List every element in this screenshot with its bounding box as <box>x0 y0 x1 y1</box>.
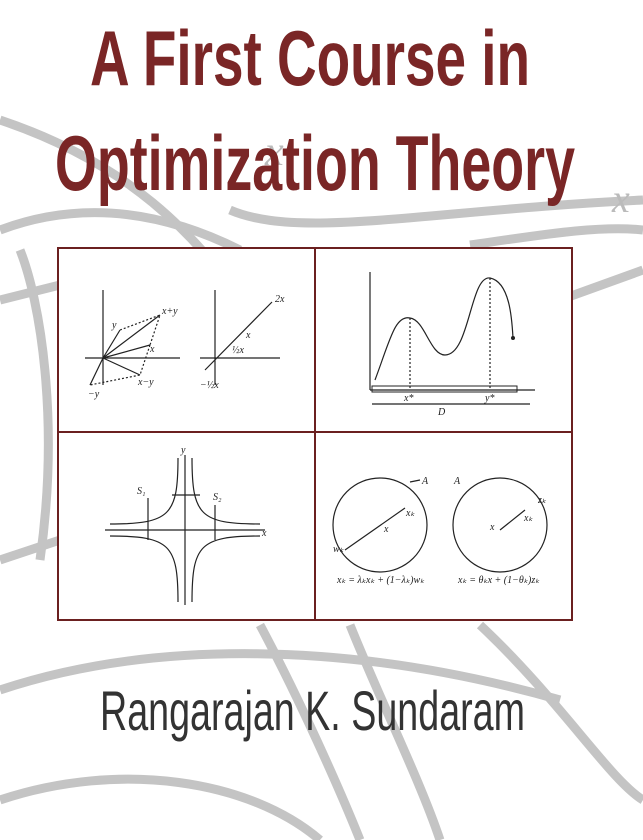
label: x <box>245 330 251 341</box>
figure-box <box>57 247 573 621</box>
label: 2x <box>275 294 285 305</box>
label: x+y <box>161 306 178 317</box>
vector-diagram: x+y y x x−y −y 2x x ½x −½x <box>85 290 285 400</box>
set-diagram: A xₖ x wₖ A zₖ xₖ x xₖ = λₖxₖ + (1−λₖ)wₖ… <box>332 476 548 586</box>
label: y <box>180 445 186 456</box>
label: S₂ <box>213 492 222 503</box>
label: x−y <box>137 377 154 388</box>
label: wₖ <box>333 544 345 555</box>
formula: xₖ = λₖxₖ + (1−λₖ)wₖ <box>336 575 425 586</box>
label: y* <box>484 393 494 404</box>
label: D <box>437 407 446 418</box>
label: −½x <box>200 380 219 391</box>
label: x* <box>403 393 413 404</box>
label: ½x <box>232 345 245 356</box>
label: x <box>149 344 155 355</box>
formula: xₖ = θₖx + (1−θₖ)zₖ <box>457 575 540 586</box>
title-line: A First Course in <box>90 14 530 102</box>
hyperbola-diagram: y x S₁ S₂ <box>105 445 267 605</box>
function-diagram: x* y* D <box>369 272 535 418</box>
label: zₖ <box>537 495 547 506</box>
label: xₖ <box>523 513 533 524</box>
label: x <box>383 524 389 535</box>
label: S₁ <box>137 486 145 497</box>
background-label: x <box>611 176 630 221</box>
background-curves <box>0 115 643 840</box>
label: A <box>453 476 461 487</box>
author: Rangarajan K. Sundaram <box>100 679 525 742</box>
label: x <box>489 522 495 533</box>
background-label: x <box>264 129 284 175</box>
label: −y <box>88 389 100 400</box>
label: xₖ <box>405 508 415 519</box>
title-line: Optimization Theory <box>55 119 575 207</box>
label: y <box>111 320 117 331</box>
label: x <box>261 528 267 539</box>
label: A <box>421 476 429 487</box>
